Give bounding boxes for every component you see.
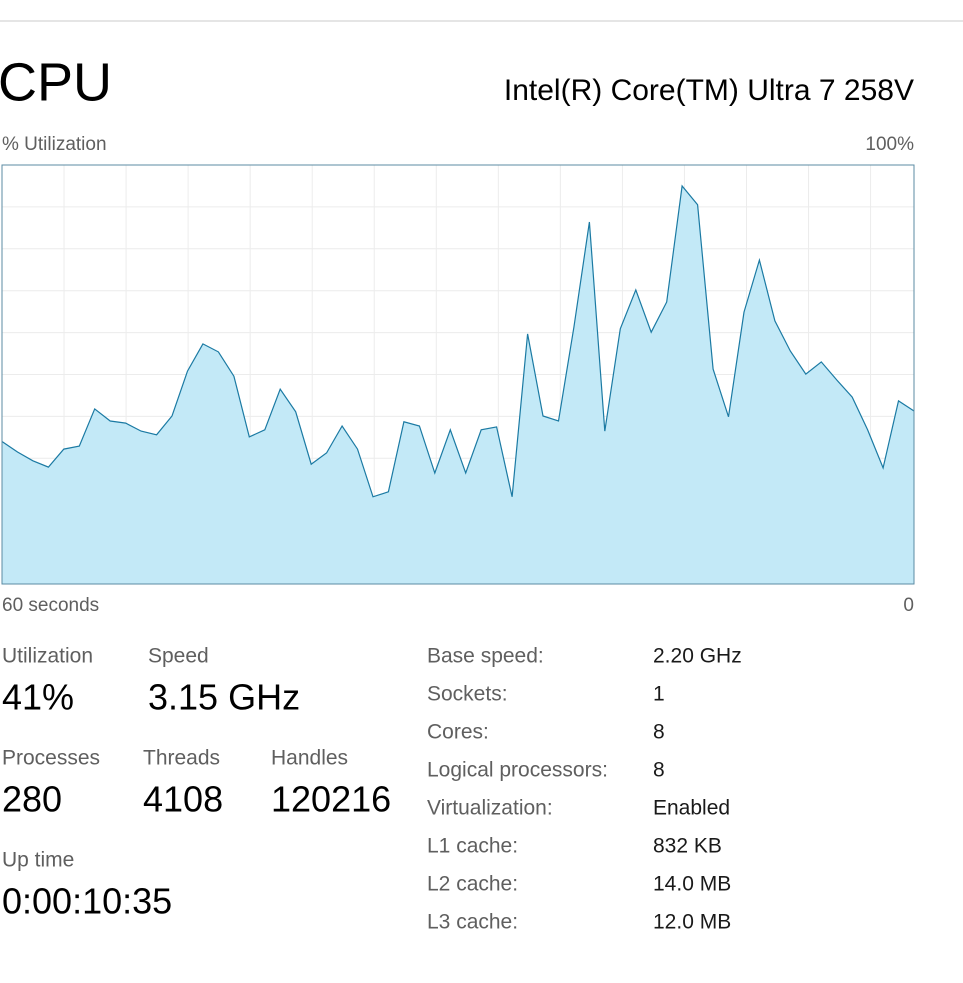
detail-label: Base speed: [427,645,544,668]
stat-label: Up time [2,849,74,872]
graph-frame [1,164,915,585]
detail-label: Logical processors: [427,759,608,782]
stat-value: 41% [2,677,74,718]
utilization-area [2,186,914,584]
utilization-line [1,184,915,498]
y-tick-label: 100% [865,134,914,155]
stat-label: Speed [148,645,209,668]
detail-value: 8 [653,721,665,744]
stat-label: Threads [143,747,220,770]
cpu-model: Intel(R) Core(TM) Ultra 7 258V [504,74,914,107]
detail-label: Virtualization: [427,797,553,820]
detail-value: 832 KB [653,835,722,858]
detail-value: 12.0 MB [653,911,731,934]
stat-value: 120216 [271,779,391,820]
detail-label: L1 cache: [427,835,518,858]
detail-value: 8 [653,759,665,782]
stat-label: Utilization [2,645,93,668]
stat-value: 3.15 GHz [148,677,300,718]
stat-value: 4108 [143,779,223,820]
detail-value: 1 [653,683,665,706]
stat-label: Handles [271,747,348,770]
title: CPU [0,52,112,112]
detail-label: L3 cache: [427,911,518,934]
detail-label: Cores: [427,721,489,744]
stat-value: 0:00:10:35 [2,881,172,922]
detail-value: 2.20 GHz [653,645,742,668]
x-start-label: 60 seconds [2,595,99,616]
stat-label: Processes [2,747,100,770]
detail-value: Enabled [653,797,730,820]
y-axis-label: % Utilization [2,134,107,155]
x-end-label: 0 [903,595,914,616]
detail-label: L2 cache: [427,873,518,896]
detail-value: 14.0 MB [653,873,731,896]
stat-value: 280 [2,779,62,820]
detail-label: Sockets: [427,683,508,706]
